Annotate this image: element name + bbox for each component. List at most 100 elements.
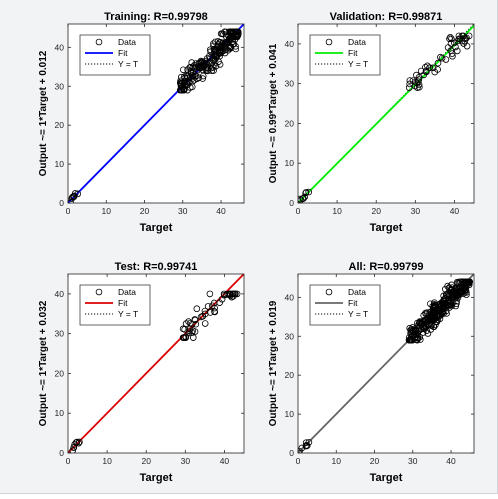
x-tick-label: 20 (370, 456, 380, 466)
data-point (406, 80, 413, 88)
data-point (439, 307, 447, 315)
data-point (405, 84, 413, 91)
y-tick-label: 10 (285, 409, 295, 419)
data-point (184, 74, 192, 82)
data-point (438, 54, 446, 62)
plot-frame (297, 23, 475, 204)
plot-data-layer (68, 274, 244, 453)
y-tick-label: 40 (55, 289, 65, 299)
data-point (217, 30, 225, 37)
data-point (301, 193, 308, 201)
data-point (179, 325, 187, 333)
data-point (447, 40, 455, 47)
data-point (452, 290, 459, 298)
legend-identity-label: Y = T (118, 309, 138, 319)
plot-frame (67, 23, 245, 204)
data-point (456, 278, 463, 286)
data-point (211, 308, 218, 315)
legend-data-label: Data (348, 287, 366, 297)
data-point (453, 297, 461, 305)
y-tick-label: 30 (55, 81, 65, 91)
y-axis-label: Output ~= 0.99*Target + 0.041 (268, 43, 279, 183)
data-point (452, 43, 459, 51)
x-axis-label: Target (370, 472, 403, 484)
data-point (190, 76, 198, 84)
x-tick-label: 10 (102, 456, 112, 466)
data-point (176, 86, 184, 94)
data-point (229, 38, 236, 46)
x-tick-label: 0 (66, 206, 71, 216)
x-tick-label: 0 (296, 206, 301, 216)
data-point (431, 303, 439, 311)
y-tick-label: 20 (285, 118, 295, 128)
data-point (68, 199, 74, 203)
data-point (298, 447, 303, 453)
x-axis-label: Target (140, 472, 173, 484)
plot-frame (67, 273, 245, 454)
data-point (217, 49, 224, 57)
data-point (197, 57, 205, 65)
x-tick-label: 40 (450, 206, 460, 216)
data-point (456, 288, 464, 296)
x-tick-label: 20 (141, 456, 151, 466)
data-point (193, 305, 201, 313)
y-tick-label: 0 (289, 448, 294, 458)
legend-data-marker (325, 288, 333, 296)
legend-box (79, 284, 151, 326)
data-point (424, 62, 431, 70)
data-point (229, 292, 237, 300)
data-point (298, 449, 303, 453)
x-tick-label: 30 (178, 206, 188, 216)
data-point (180, 85, 188, 93)
data-point (191, 65, 199, 72)
data-point (203, 64, 211, 71)
legend-box (79, 34, 151, 76)
data-point (415, 76, 423, 83)
data-point (438, 299, 445, 306)
data-point (418, 318, 425, 325)
data-point (201, 320, 209, 327)
data-point (191, 316, 199, 324)
chart-title: Training: R=0.99798 (104, 11, 208, 23)
x-tick-label: 30 (411, 206, 421, 216)
legend-identity-label: Y = T (348, 309, 368, 319)
data-point (226, 42, 233, 50)
data-point (407, 336, 414, 344)
data-point (460, 40, 467, 47)
data-point (204, 67, 211, 75)
data-point (213, 43, 221, 51)
data-point (70, 193, 77, 200)
data-point (179, 79, 186, 87)
legend-data-marker (95, 288, 103, 296)
data-point (207, 309, 214, 316)
data-point (463, 278, 470, 286)
data-point (71, 441, 78, 448)
y-tick-label: 20 (285, 370, 295, 380)
data-point (423, 327, 431, 334)
legend-data-marker (95, 38, 103, 46)
y-tick-label: 10 (55, 408, 65, 418)
data-point (179, 66, 187, 74)
chart-title: Test: R=0.99741 (115, 261, 198, 273)
data-point (231, 36, 239, 43)
y-axis-label: Output ~= 1*Target + 0.032 (38, 300, 49, 426)
data-point (221, 49, 229, 57)
y-tick-label: 20 (55, 120, 65, 130)
data-point (459, 32, 467, 40)
data-point (211, 304, 218, 312)
x-tick-label: 40 (220, 456, 230, 466)
legend-data-label: Data (118, 287, 136, 297)
data-point (69, 447, 76, 453)
y-tick-label: 30 (55, 329, 65, 339)
legend-fit-label: Fit (118, 48, 128, 58)
data-point (442, 56, 450, 63)
x-tick-label: 20 (140, 206, 150, 216)
data-point (425, 316, 432, 323)
data-point (302, 189, 309, 197)
legend-fit-label: Fit (348, 298, 358, 308)
data-point (463, 291, 470, 298)
y-tick-label: 40 (285, 292, 295, 302)
y-tick-label: 10 (55, 159, 65, 169)
data-point (199, 75, 206, 82)
data-point (203, 55, 211, 62)
